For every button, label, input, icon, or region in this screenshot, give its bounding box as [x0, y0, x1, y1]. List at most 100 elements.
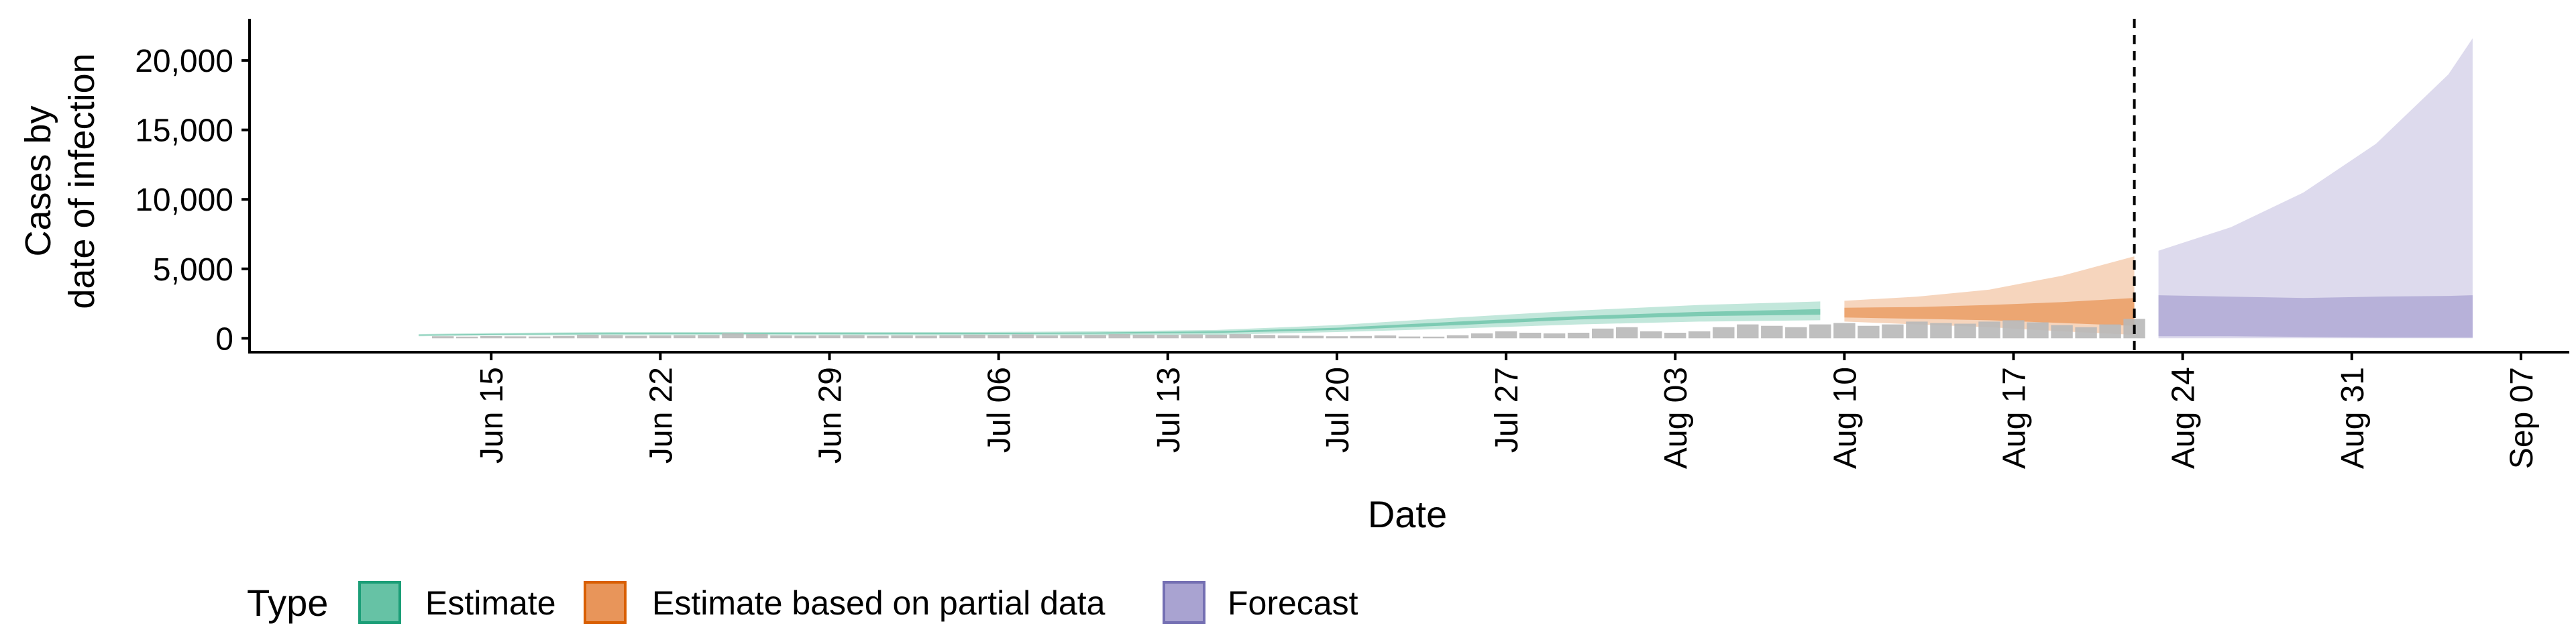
observed-case-bars	[432, 319, 2145, 339]
y-axis-title-line-2: date of infection	[62, 53, 102, 309]
observed-bar	[1616, 327, 1638, 339]
x-tick-label: Jul 20	[1320, 367, 1356, 453]
x-tick-label: Jun 15	[474, 367, 510, 464]
observed-bar	[939, 335, 961, 339]
observed-bar	[1012, 334, 1034, 339]
x-tick-label: Aug 17	[1997, 367, 2033, 469]
observed-bar	[1036, 335, 1058, 339]
observed-bar	[2075, 327, 2097, 339]
observed-bar	[1737, 324, 1759, 339]
observed-bar	[1688, 331, 1711, 339]
observed-bar	[1374, 335, 1397, 339]
observed-bar	[1229, 334, 1251, 339]
observed-bar	[1060, 335, 1082, 339]
observed-bar	[1858, 325, 1880, 339]
observed-bar	[1882, 324, 1904, 339]
x-tick-label: Aug 31	[2335, 367, 2371, 469]
estimate-bands	[419, 38, 2473, 339]
observed-bar	[987, 335, 1010, 339]
observed-bar	[1954, 323, 1976, 339]
observed-bar	[843, 335, 865, 339]
observed-bar	[1592, 328, 1614, 339]
observed-bar	[1253, 335, 1276, 339]
x-tick-label: Aug 10	[1827, 367, 1863, 469]
observed-bar	[818, 335, 841, 339]
x-tick-label: Jul 27	[1489, 367, 1525, 453]
forecast-50-band	[2158, 295, 2473, 338]
observed-bar	[1809, 324, 1831, 339]
observed-bar	[1640, 331, 1662, 339]
x-axis-title: Date	[1368, 493, 1447, 535]
forecast-90-band	[2158, 38, 2473, 339]
legend-swatch-forecast	[1163, 581, 1205, 624]
x-tick-label: Sep 07	[2504, 367, 2540, 469]
observed-bar	[698, 335, 720, 339]
x-tick-label: Jun 22	[643, 367, 679, 464]
observed-bar	[1084, 335, 1106, 339]
observed-bar	[1132, 334, 1155, 339]
observed-bar	[1350, 335, 1373, 339]
observed-bar	[1761, 325, 1783, 339]
observed-bar	[794, 335, 816, 339]
observed-bar	[1833, 323, 1856, 339]
legend-title: Type	[247, 582, 328, 624]
observed-bar	[1664, 333, 1686, 339]
observed-bar	[1422, 336, 1445, 339]
observed-bar	[1157, 335, 1179, 339]
observed-bar	[456, 336, 478, 339]
observed-bar	[1713, 327, 1735, 339]
legend-swatch-partial	[584, 581, 627, 624]
x-tick-label: Aug 03	[1658, 367, 1694, 469]
observed-bar	[2051, 325, 2073, 339]
observed-bar	[746, 334, 768, 339]
observed-bar	[2002, 320, 2025, 339]
y-axis-title-line-1: Cases by	[18, 105, 58, 256]
y-tick-label: 15,000	[135, 113, 233, 149]
observed-bar	[625, 335, 647, 339]
observed-bar	[1301, 335, 1324, 339]
y-tick-label: 5,000	[153, 252, 233, 288]
observed-bar	[2027, 322, 2049, 339]
observed-bar	[1567, 333, 1590, 339]
estimate-based-on-partial-data-50-band	[1844, 298, 2135, 326]
observed-bar	[1181, 334, 1203, 339]
observed-bar	[577, 335, 599, 339]
y-tick-label: 0	[215, 321, 233, 357]
observed-bar	[1446, 335, 1469, 339]
observed-bar	[1978, 321, 2000, 339]
legend: Type Estimate Estimate based on partial …	[247, 581, 1358, 624]
legend-swatch-estimate	[358, 581, 401, 624]
legend-label-estimate: Estimate	[425, 584, 556, 622]
observed-bar	[432, 336, 454, 339]
observed-bar	[915, 335, 937, 339]
y-tick-label: 10,000	[135, 182, 233, 218]
observed-bar	[1108, 334, 1130, 339]
observed-bar	[1205, 334, 1227, 339]
observed-bar	[1470, 333, 1493, 339]
observed-bar	[553, 335, 575, 339]
x-tick-label: Jun 29	[813, 367, 849, 464]
legend-label-partial: Estimate based on partial data	[652, 584, 1106, 622]
observed-bar	[963, 334, 985, 339]
observed-bar	[1930, 323, 1952, 339]
observed-bar	[649, 335, 672, 339]
estimate-90-band	[419, 301, 1821, 337]
observed-bar	[674, 335, 696, 339]
y-axis-ticks: 0 5,000 10,000 15,000 20,000	[135, 44, 250, 357]
observed-bar	[1519, 333, 1542, 339]
observed-bar	[1326, 336, 1348, 339]
observed-bar	[770, 335, 792, 339]
x-axis-ticks: Jun 15 Jun 22 Jun 29 Jul 06 Jul 13 Jul 20 Jul …	[474, 352, 2540, 469]
observed-bar	[722, 333, 744, 339]
y-tick-label: 20,000	[135, 44, 233, 79]
observed-bar	[891, 335, 913, 339]
observed-bar	[1398, 336, 1421, 339]
observed-bar	[480, 336, 502, 339]
observed-bar	[1785, 327, 1807, 339]
observed-bar	[504, 336, 527, 339]
observed-bar	[2099, 324, 2121, 339]
legend-label-forecast: Forecast	[1228, 584, 1358, 622]
observed-bar	[601, 335, 623, 339]
observed-bar	[1543, 333, 1566, 339]
